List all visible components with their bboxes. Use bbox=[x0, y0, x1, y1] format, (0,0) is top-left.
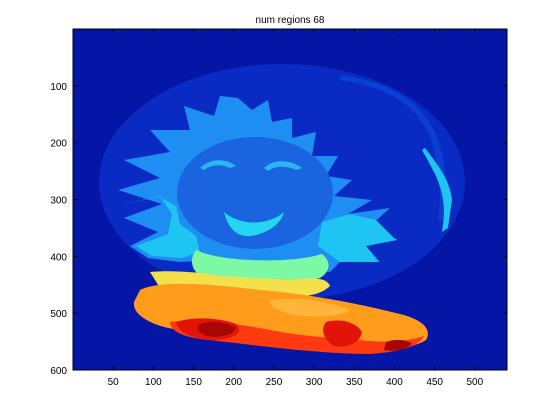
y-axis: 100 200 300 400 500 600 bbox=[50, 82, 507, 377]
x-tick-label: 250 bbox=[266, 377, 283, 388]
x-tick-label: 350 bbox=[346, 377, 363, 388]
region-base-dark-red-2 bbox=[384, 339, 412, 351]
y-tick-label: 200 bbox=[50, 139, 67, 150]
y-tick-label: 600 bbox=[50, 366, 67, 377]
x-tick-label: 500 bbox=[467, 377, 484, 388]
region-leaf-band bbox=[191, 250, 329, 283]
region-ring-cyan bbox=[422, 148, 452, 232]
region-ring-arc bbox=[340, 75, 447, 222]
region-mouth bbox=[224, 212, 284, 236]
chart-title: num regions 68 bbox=[256, 15, 325, 26]
region-petal-left bbox=[122, 196, 200, 258]
region-eye-right bbox=[264, 161, 302, 171]
x-axis: 50 100 150 200 250 300 350 400 450 500 bbox=[108, 29, 484, 388]
x-tick-label: 50 bbox=[108, 377, 120, 388]
y-tick-label: 100 bbox=[50, 82, 67, 93]
region-leaf-yellow bbox=[150, 271, 330, 297]
x-tick-label: 450 bbox=[426, 377, 443, 388]
x-tick-label: 150 bbox=[185, 377, 202, 388]
x-tick-label: 200 bbox=[225, 377, 242, 388]
y-tick-label: 400 bbox=[50, 252, 67, 263]
x-tick-label: 100 bbox=[145, 377, 162, 388]
region-eye-left bbox=[200, 160, 236, 170]
region-petal-right bbox=[318, 214, 396, 262]
y-tick-label: 300 bbox=[50, 196, 67, 207]
segmentation-image bbox=[73, 29, 507, 370]
region-base-dark-red-1 bbox=[198, 321, 236, 337]
x-tick-label: 400 bbox=[386, 377, 403, 388]
region-base-red-2 bbox=[323, 320, 362, 347]
x-tick-label: 300 bbox=[306, 377, 323, 388]
region-base-light-orange bbox=[269, 298, 350, 317]
y-tick-label: 500 bbox=[50, 309, 67, 320]
